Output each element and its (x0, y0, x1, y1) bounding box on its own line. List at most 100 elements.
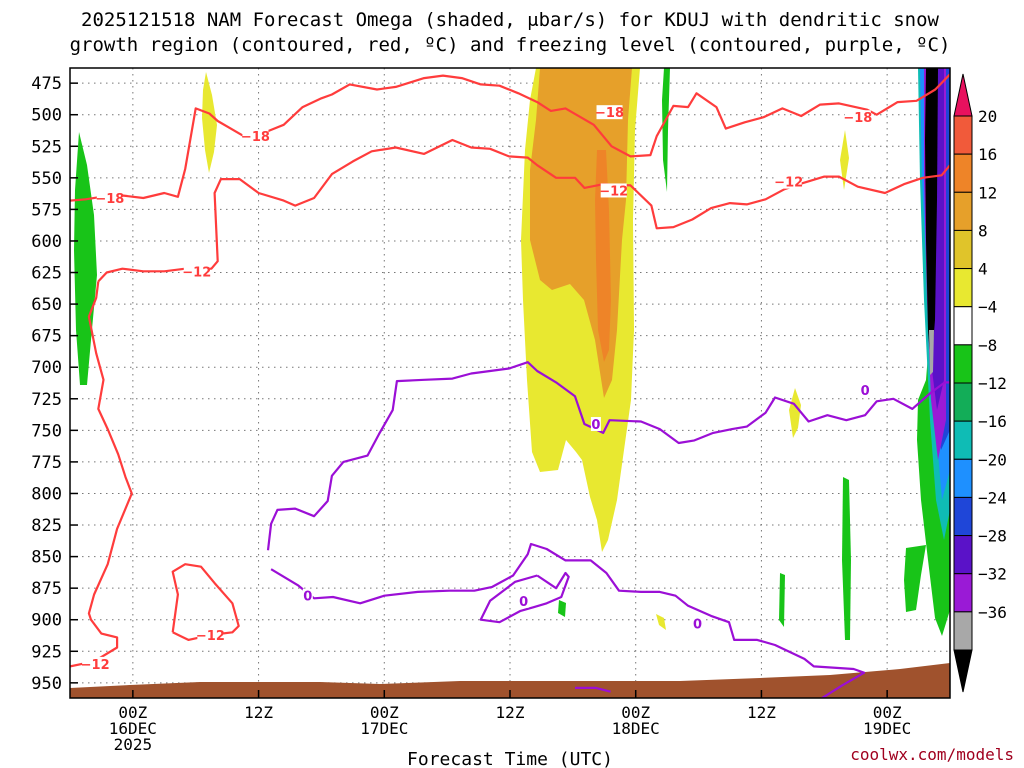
colorbar-box (953, 573, 973, 613)
contour-label-background (197, 627, 224, 642)
contour-label-background (844, 110, 871, 125)
x-tick-label: 2025 (114, 735, 153, 754)
colorbar-label: −28 (978, 527, 1007, 546)
y-tick-label: 525 (31, 137, 62, 157)
contour-label-background (692, 616, 703, 631)
x-tick-label: 00Z (873, 703, 902, 722)
chart-title-line-1: 2025121518 NAM Forecast Omega (shaded, μ… (81, 9, 939, 31)
omega-region-yellow-blob-4 (656, 614, 666, 630)
gridlines (70, 68, 950, 698)
y-tick-label: 925 (31, 642, 62, 662)
contour-label: 0 (591, 418, 600, 433)
colorbar-box (953, 420, 973, 460)
omega-region-black-right (925, 68, 938, 370)
colorbar-label: −36 (978, 603, 1007, 622)
colorbar-box (953, 496, 973, 537)
colorbar-box (953, 115, 973, 155)
colorbar-label: 12 (978, 183, 997, 202)
y-tick-label: 550 (31, 169, 62, 189)
y-tick-label: 500 (31, 106, 62, 126)
colorbar-box (953, 153, 973, 193)
y-tick-label: 625 (31, 264, 62, 284)
y-tick-label: 850 (31, 548, 62, 568)
contour-label: −18 (595, 106, 624, 121)
contour-label: 0 (693, 618, 702, 633)
x-tick-label: 00Z (621, 703, 650, 722)
contour-dgz_-18C_upper (70, 73, 950, 202)
contours: −18 −18 −18 −18 −12 −12 −12 −12 −12 0 0 0 0 0 (70, 73, 950, 698)
contour-label: −12 (196, 629, 225, 644)
contour-label-background (590, 417, 601, 432)
contour-dgz_-12C_upper (97, 138, 950, 283)
colorbar-label: 20 (978, 107, 997, 126)
colorbar-box (953, 268, 973, 308)
contour-dgz_-12C_lower_left (70, 281, 133, 668)
y-tick-label: 775 (31, 453, 62, 473)
contour-label-background (596, 105, 623, 120)
contour-freezing_0C_small_loop (479, 571, 570, 624)
omega-region-upward-orange (595, 150, 611, 362)
omega-region-green-right-1 (904, 545, 926, 612)
colorbar-box (953, 458, 973, 498)
colorbar-box (953, 191, 973, 231)
credit-text: coolwx.com/models (850, 745, 1014, 764)
contour-label-background (242, 129, 269, 144)
y-tick-label: 750 (31, 421, 62, 441)
colorbar: 20 16 12 8 4 −4 −8 −12 −16 −20 −24 −28 −32 −36 (953, 73, 1007, 693)
contour-label: 0 (861, 384, 870, 399)
contour-label: 0 (519, 595, 528, 610)
colorbar-top-arrow (953, 73, 973, 117)
x-tick-label: 12Z (496, 703, 525, 722)
omega-region-yellow-blob-2 (789, 388, 801, 438)
contour-freezing_0C_surface_blob (575, 686, 611, 693)
contour-label: −12 (774, 176, 803, 191)
omega-region-yellow-blob-3 (840, 130, 849, 190)
y-tick-label: 725 (31, 390, 62, 410)
y-tick-label: 875 (31, 579, 62, 599)
omega-shading (74, 68, 950, 640)
x-tick-label: 19DEC (863, 719, 911, 738)
y-tick-label: 825 (31, 516, 62, 536)
colorbar-label: 16 (978, 145, 997, 164)
contour-label-background (518, 593, 529, 608)
contour-label-background (302, 588, 313, 603)
contour-label-background (82, 656, 109, 671)
y-axis: 475 500 525 550 575 600 625 650 675 700 725 750 775 8… (31, 74, 78, 694)
colorbar-box (953, 229, 973, 270)
omega-region-green-streak-3 (779, 573, 785, 627)
colorbar-box (953, 535, 973, 575)
plot-area: −18 −18 −18 −18 −12 −12 −12 −12 −12 0 0 0 0 0 (70, 68, 950, 698)
terrain-ground (70, 663, 950, 698)
x-tick-label: 18DEC (612, 719, 660, 738)
contour-label-background (600, 183, 627, 198)
colorbar-box (953, 306, 973, 346)
x-tick-label: 00Z (118, 703, 147, 722)
contour-label: −12 (599, 184, 628, 199)
colorbar-label: −16 (978, 412, 1007, 431)
contour-label-background (96, 191, 123, 206)
omega-region-green-streak-4 (558, 600, 566, 617)
y-tick-label: 675 (31, 327, 62, 347)
contour-label: −18 (241, 130, 270, 145)
colorbar-label: −4 (978, 298, 997, 317)
y-tick-label: 900 (31, 611, 62, 631)
y-tick-label: 800 (31, 484, 62, 504)
colorbar-box (953, 344, 973, 384)
contour-label: 0 (303, 590, 312, 605)
contour-label-background (860, 382, 871, 397)
colorbar-label: 4 (978, 260, 988, 279)
contour-label-background (775, 174, 802, 189)
y-tick-label: 475 (31, 74, 62, 94)
y-tick-label: 575 (31, 200, 62, 220)
x-tick-label: 00Z (370, 703, 399, 722)
colorbar-label: −20 (978, 450, 1007, 469)
colorbar-label: 8 (978, 221, 988, 240)
x-tick-label: 12Z (244, 703, 273, 722)
contour-label-background (183, 264, 210, 279)
colorbar-bottom-arrow (953, 649, 973, 693)
omega-region-yellow-blob-1 (202, 72, 217, 173)
colorbar-label: −8 (978, 336, 997, 355)
colorbar-label: −24 (978, 488, 1007, 507)
